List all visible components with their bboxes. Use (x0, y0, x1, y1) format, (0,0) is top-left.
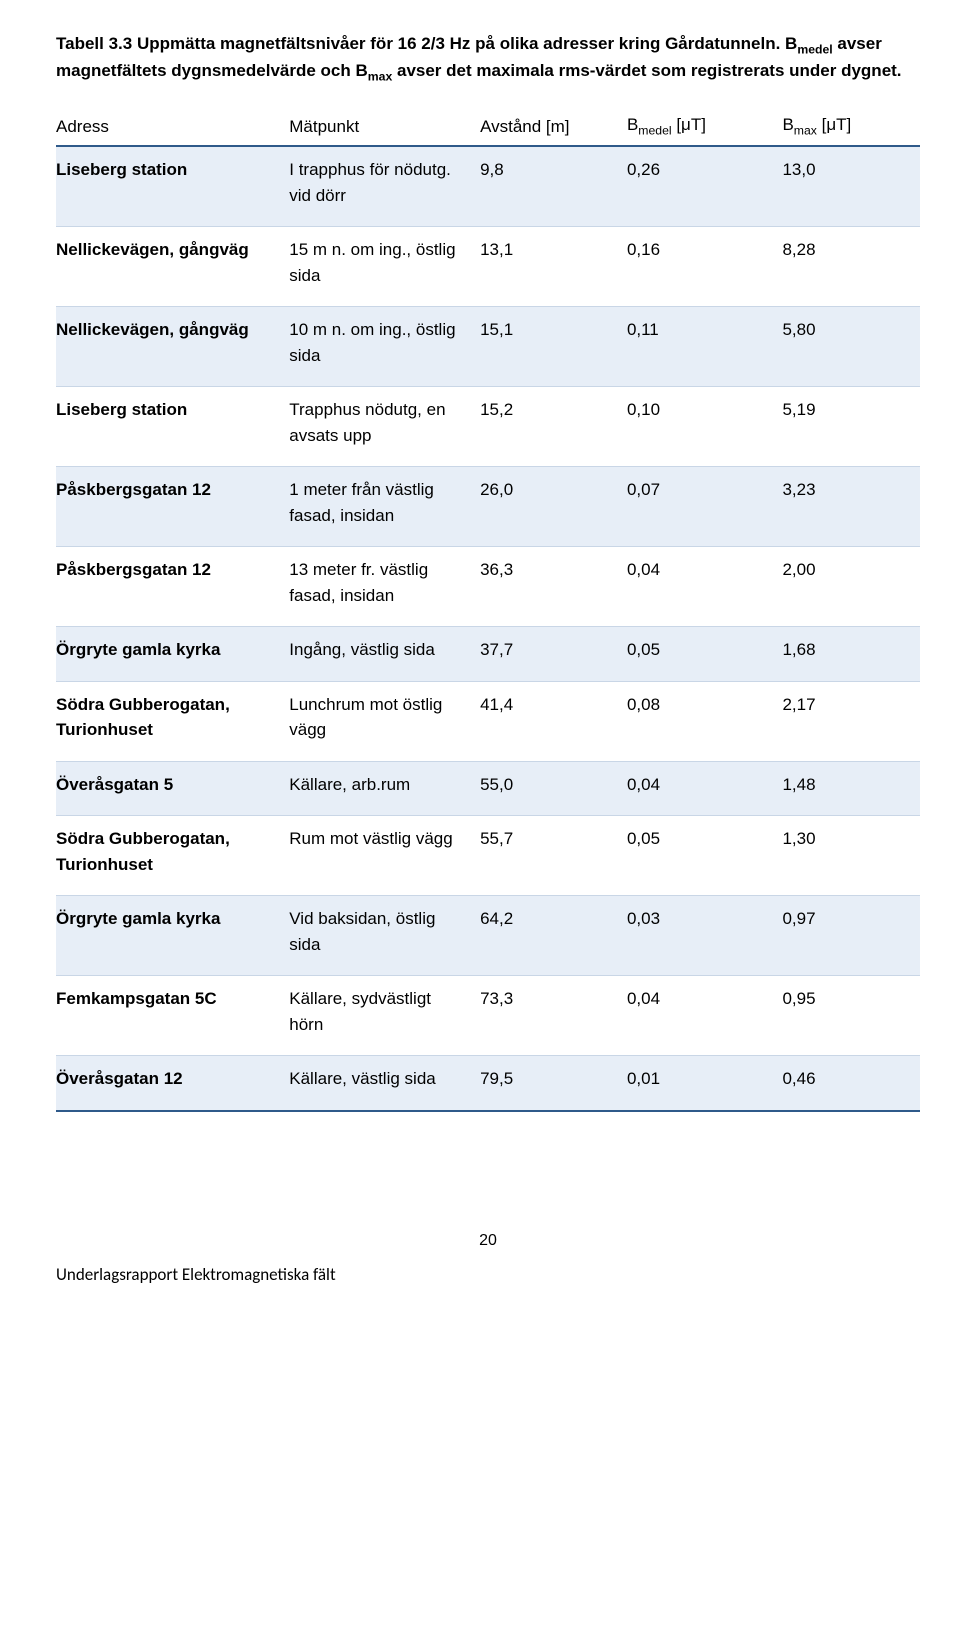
cell-adress: Påskbergsgatan 12 (56, 547, 289, 627)
cell-avstand: 15,1 (462, 307, 609, 387)
bmax-pre: B (782, 115, 793, 134)
cell-bmedel: 0,07 (609, 467, 765, 547)
cell-avstand: 79,5 (462, 1056, 609, 1111)
cell-bmax: 5,80 (764, 307, 920, 387)
cell-matpunkt: 1 meter från västlig fasad, insidan (289, 467, 462, 547)
cell-bmax: 2,17 (764, 681, 920, 761)
cell-bmax: 1,48 (764, 761, 920, 816)
bmax-sub: max (794, 123, 817, 137)
cell-bmax: 0,46 (764, 1056, 920, 1111)
cell-bmedel: 0,16 (609, 227, 765, 307)
cell-matpunkt: Trapphus nödutg, en avsats upp (289, 387, 462, 467)
table-row: Nellickevägen, gångväg10 m n. om ing., ö… (56, 307, 920, 387)
cell-bmax: 1,68 (764, 627, 920, 682)
cell-bmax: 0,97 (764, 896, 920, 976)
cell-bmedel: 0,08 (609, 681, 765, 761)
cell-adress: Nellickevägen, gångväg (56, 227, 289, 307)
cell-bmedel: 0,05 (609, 816, 765, 896)
cell-avstand: 15,2 (462, 387, 609, 467)
cell-adress: Örgryte gamla kyrka (56, 627, 289, 682)
table-body: Liseberg stationI trapphus för nödutg. v… (56, 146, 920, 1111)
caption-sub-2: max (368, 69, 393, 83)
cell-avstand: 9,8 (462, 146, 609, 227)
cell-matpunkt: I trapphus för nödutg. vid dörr (289, 146, 462, 227)
cell-bmax: 2,00 (764, 547, 920, 627)
cell-matpunkt: 10 m n. om ing., östlig sida (289, 307, 462, 387)
table-row: Överåsgatan 12Källare, väst­lig sida79,5… (56, 1056, 920, 1111)
bmax-post: [μT] (817, 115, 851, 134)
table-row: Nellickevägen, gångväg15 m n. om ing., ö… (56, 227, 920, 307)
cell-bmedel: 0,10 (609, 387, 765, 467)
col-header-bmedel: Bmedel [μT] (609, 107, 765, 146)
cell-adress: Femkampsgatan 5C (56, 976, 289, 1056)
col-header-avstand: Avstånd [m] (462, 107, 609, 146)
bmedel-pre: B (627, 115, 638, 134)
footer-report-title: Underlagsrapport Elektromagnetiska fält (56, 1264, 920, 1285)
col-header-bmax: Bmax [μT] (764, 107, 920, 146)
cell-matpunkt: Källare, syd­västligt hörn (289, 976, 462, 1056)
cell-bmax: 1,30 (764, 816, 920, 896)
table-row: Liseberg stationI trapphus för nödutg. v… (56, 146, 920, 227)
table-row: Femkampsgatan 5CKällare, syd­västligt hö… (56, 976, 920, 1056)
cell-adress: Påskbergsgatan 12 (56, 467, 289, 547)
table-row: Södra Gubberogatan, TurionhusetLunchrum … (56, 681, 920, 761)
bmedel-post: [μT] (672, 115, 706, 134)
table-caption: Tabell 3.3 Uppmätta magnetfältsnivåer fö… (56, 32, 920, 85)
cell-matpunkt: Källare, arb.rum (289, 761, 462, 816)
col-header-matpunkt: Mätpunkt (289, 107, 462, 146)
cell-bmax: 8,28 (764, 227, 920, 307)
cell-bmedel: 0,05 (609, 627, 765, 682)
cell-matpunkt: Rum mot västlig vägg (289, 816, 462, 896)
table-row: Örgryte gamla kyrkaVid baksidan, östlig … (56, 896, 920, 976)
cell-avstand: 36,3 (462, 547, 609, 627)
cell-bmedel: 0,26 (609, 146, 765, 227)
cell-bmedel: 0,03 (609, 896, 765, 976)
cell-matpunkt: 13 meter fr. västlig fasad, insidan (289, 547, 462, 627)
page-number: 20 (56, 1232, 920, 1250)
cell-bmax: 5,19 (764, 387, 920, 467)
cell-adress: Södra Gubberogatan, Turionhuset (56, 681, 289, 761)
cell-matpunkt: Källare, väst­lig sida (289, 1056, 462, 1111)
cell-bmax: 13,0 (764, 146, 920, 227)
cell-bmax: 0,95 (764, 976, 920, 1056)
table-row: Södra Gubberogatan, TurionhusetRum mot v… (56, 816, 920, 896)
table-row: Liseberg stationTrapphus nödutg, en avsa… (56, 387, 920, 467)
col-header-adress: Adress (56, 107, 289, 146)
cell-avstand: 55,0 (462, 761, 609, 816)
cell-adress: Överåsgatan 12 (56, 1056, 289, 1111)
caption-sub-1: medel (797, 42, 832, 56)
cell-matpunkt: Vid baksidan, östlig sida (289, 896, 462, 976)
table-row: Påskbergsgatan 1213 meter fr. västlig fa… (56, 547, 920, 627)
cell-adress: Liseberg station (56, 146, 289, 227)
cell-avstand: 13,1 (462, 227, 609, 307)
measurements-table: Adress Mätpunkt Avstånd [m] Bmedel [μT] … (56, 107, 920, 1112)
cell-avstand: 26,0 (462, 467, 609, 547)
cell-avstand: 37,7 (462, 627, 609, 682)
caption-text-1: Tabell 3.3 Uppmätta magnetfältsnivåer fö… (56, 34, 797, 53)
cell-avstand: 55,7 (462, 816, 609, 896)
cell-matpunkt: Ingång, väst­lig sida (289, 627, 462, 682)
cell-matpunkt: Lunchrum mot östlig vägg (289, 681, 462, 761)
cell-bmedel: 0,11 (609, 307, 765, 387)
cell-bmedel: 0,01 (609, 1056, 765, 1111)
cell-adress: Överåsgatan 5 (56, 761, 289, 816)
table-row: Påskbergsgatan 121 meter från västlig fa… (56, 467, 920, 547)
cell-matpunkt: 15 m n. om ing., östlig sida (289, 227, 462, 307)
bmedel-sub: medel (638, 123, 671, 137)
cell-avstand: 64,2 (462, 896, 609, 976)
table-row: Överåsgatan 5Källare, arb.rum55,00,041,4… (56, 761, 920, 816)
cell-avstand: 73,3 (462, 976, 609, 1056)
table-header-row: Adress Mätpunkt Avstånd [m] Bmedel [μT] … (56, 107, 920, 146)
cell-bmedel: 0,04 (609, 761, 765, 816)
cell-adress: Nellickevägen, gångväg (56, 307, 289, 387)
cell-bmedel: 0,04 (609, 976, 765, 1056)
cell-adress: Örgryte gamla kyrka (56, 896, 289, 976)
cell-adress: Liseberg station (56, 387, 289, 467)
cell-adress: Södra Gubberogatan, Turionhuset (56, 816, 289, 896)
cell-avstand: 41,4 (462, 681, 609, 761)
caption-text-3: avser det maximala rms-värdet som regist… (392, 61, 901, 80)
cell-bmedel: 0,04 (609, 547, 765, 627)
table-row: Örgryte gamla kyrkaIngång, väst­lig sida… (56, 627, 920, 682)
cell-bmax: 3,23 (764, 467, 920, 547)
